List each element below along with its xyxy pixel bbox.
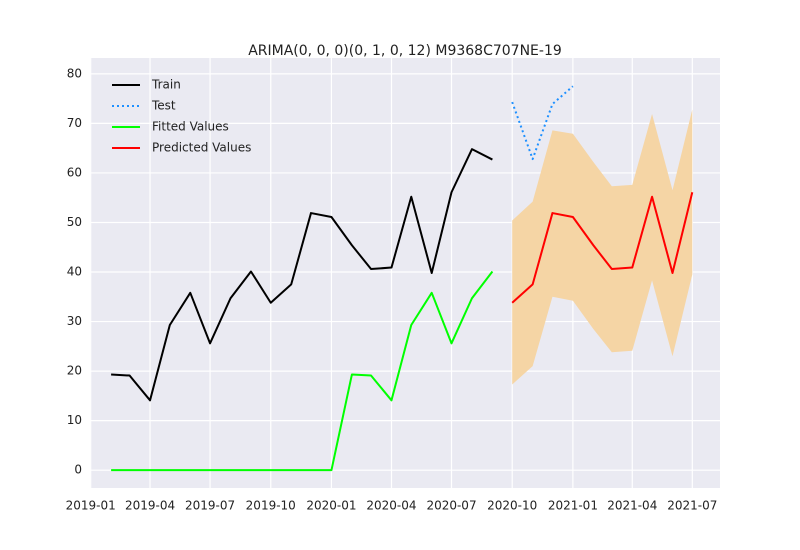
legend-label: Fitted Values (152, 120, 229, 134)
confidence-band (512, 109, 693, 385)
series-line (111, 270, 494, 472)
x-tick-label: 2019-01 (66, 499, 116, 513)
x-tick-label: 2020-10 (487, 499, 537, 513)
x-tick-label: 2020-01 (306, 499, 356, 513)
y-tick-label: 0 (74, 463, 82, 477)
chart-title: ARIMA(0, 0, 0)(0, 1, 0, 12) M9368C707NE-… (248, 43, 562, 59)
series-line (511, 192, 694, 304)
legend-label: Predicted Values (152, 141, 251, 155)
x-tick-label: 2020-07 (426, 499, 476, 513)
legend-label: Train (151, 78, 181, 92)
x-tick-label: 2019-07 (185, 499, 235, 513)
y-tick-label: 30 (67, 314, 82, 328)
y-tick-label: 20 (67, 364, 82, 378)
x-tick-label: 2021-04 (607, 499, 657, 513)
series-line (111, 148, 493, 402)
y-tick-label: 10 (67, 413, 82, 427)
y-tick-label: 70 (67, 116, 82, 130)
x-tick-label: 2020-04 (366, 499, 416, 513)
series-line (511, 85, 574, 161)
y-tick-label: 80 (67, 66, 82, 80)
y-tick-label: 50 (67, 215, 82, 229)
x-tick-label: 2019-10 (246, 499, 296, 513)
x-tick-label: 2021-01 (548, 499, 598, 513)
legend-label: Test (151, 99, 176, 113)
x-tick-label: 2019-04 (125, 499, 175, 513)
y-tick-label: 60 (67, 165, 82, 179)
x-tick-label: 2021-07 (667, 499, 717, 513)
y-tick-label: 40 (67, 265, 82, 279)
